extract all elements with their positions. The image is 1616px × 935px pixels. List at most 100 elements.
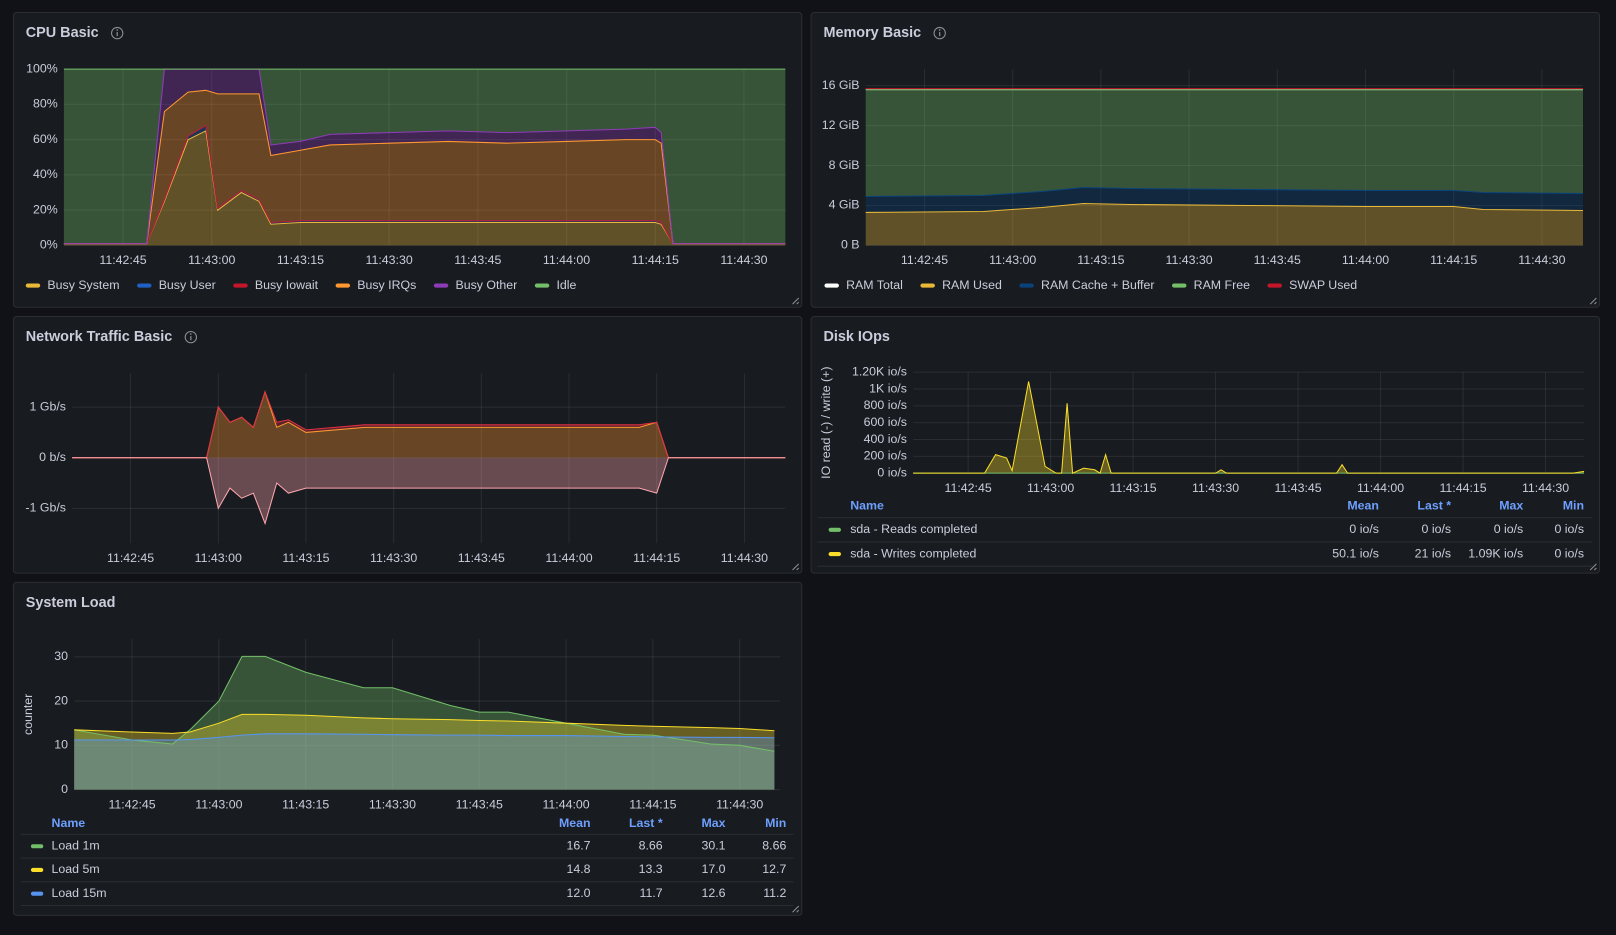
series-line xyxy=(72,390,786,459)
x-tick-label: 11:43:15 xyxy=(282,797,329,811)
legend-stat: 11.7 xyxy=(640,886,663,900)
legend-swatch xyxy=(1019,283,1034,288)
x-tick-label: 11:44:30 xyxy=(716,797,763,811)
legend-swatch xyxy=(534,283,550,288)
x-tick-label: 11:43:00 xyxy=(195,797,242,811)
legend-swatch xyxy=(137,283,152,288)
legend-stat: 8.66 xyxy=(639,839,663,853)
resize-handle xyxy=(792,297,800,305)
series-lines xyxy=(913,381,1585,474)
legend-label: Load 1m xyxy=(52,839,100,853)
y-tick-label: 0 B xyxy=(841,238,860,252)
info-icon xyxy=(111,26,124,40)
x-tick-label: 11:43:45 xyxy=(458,551,505,565)
area-fill xyxy=(72,457,786,524)
x-tick-label: 11:42:45 xyxy=(945,481,992,495)
panel-group: Memory Basic 0 B 4 GiB 8 GiB 12 GiB 16 GiB 11:… xyxy=(810,11,1601,308)
table-header: Max xyxy=(702,816,726,830)
legend-stat: 12.0 xyxy=(566,886,590,900)
panel-title: Memory Basic xyxy=(823,25,921,41)
series-line xyxy=(72,457,786,526)
area-fill xyxy=(865,89,1584,197)
legend-label: RAM Total xyxy=(846,278,903,292)
y-tick-label: 100% xyxy=(26,61,58,75)
x-tick-label: 11:44:15 xyxy=(1439,481,1486,495)
info-icon xyxy=(933,26,946,40)
x-tick-label: 11:43:30 xyxy=(369,797,416,811)
area-fill xyxy=(72,391,786,458)
panel xyxy=(12,316,803,574)
legend-stat: 0 io/s xyxy=(1494,522,1524,536)
legend-stat: 12.6 xyxy=(701,886,725,900)
legend-label: Busy System xyxy=(47,278,119,292)
x-tick-label: 11:44:15 xyxy=(629,797,676,811)
area-fill xyxy=(63,90,786,244)
table-header: Name xyxy=(52,816,86,830)
y-tick-label: 12 GiB xyxy=(822,118,860,132)
x-tick-label: 11:43:15 xyxy=(277,253,324,267)
x-tick-label: 11:44:00 xyxy=(543,253,590,267)
legend-stat: 17.0 xyxy=(701,862,725,876)
y-tick-label: 30 xyxy=(54,649,68,663)
legend-label: Load 15m xyxy=(52,886,107,900)
info-icon xyxy=(184,330,198,344)
resize-handle xyxy=(792,905,800,913)
legend-stat: 50.1 io/s xyxy=(1332,546,1379,560)
x-tick-label: 11:43:45 xyxy=(1274,481,1321,495)
resize-handle xyxy=(792,563,800,571)
panel xyxy=(810,11,1601,308)
series-line xyxy=(74,713,775,734)
legend-swatch xyxy=(233,283,248,288)
area-fill xyxy=(74,733,775,790)
legend-stat: 30.1 xyxy=(701,839,725,853)
y-tick-label: 40% xyxy=(33,167,58,181)
legend-swatch xyxy=(824,283,839,288)
x-tick-label: 11:43:00 xyxy=(989,253,1036,267)
y-axis-label: IO read (-) / write (+) xyxy=(819,367,833,479)
panel-group: Network Traffic Basic -1 Gb/s 0 b/s 1 Gb/s 1… xyxy=(12,316,803,574)
table-header: Last * xyxy=(629,816,663,830)
area-fill xyxy=(63,130,786,246)
x-tick-label: 11:44:00 xyxy=(545,551,592,565)
legend-swatch xyxy=(920,283,935,288)
legend-label: Load 5m xyxy=(52,862,100,876)
y-tick-label: 0% xyxy=(40,238,58,252)
legend-stat: 0 io/s xyxy=(1555,546,1585,560)
x-tick-label: 11:43:45 xyxy=(1254,253,1301,267)
panel-group: System Load 0 10 20 30 11:42:45 11:43:00 11:43:… xyxy=(12,581,803,916)
legend-label: RAM Free xyxy=(1194,278,1250,292)
series-line xyxy=(865,202,1584,213)
x-tick-label: 11:43:15 xyxy=(1109,481,1156,495)
x-tick-label: 11:43:30 xyxy=(366,253,413,267)
panel xyxy=(12,11,803,308)
series-line xyxy=(63,89,786,245)
y-tick-label: 60% xyxy=(33,132,58,146)
series-line xyxy=(63,130,786,245)
y-tick-label: 1K io/s xyxy=(869,381,907,395)
legend-stat: 13.3 xyxy=(639,862,663,876)
x-tick-label: 11:44:00 xyxy=(1357,481,1404,495)
series-line xyxy=(63,124,786,245)
series-line xyxy=(74,655,775,752)
legend-stat: 8.66 xyxy=(762,839,786,853)
series-line xyxy=(913,381,1585,474)
area-fills xyxy=(74,656,775,790)
legend-swatch xyxy=(1267,283,1282,288)
y-tick-label: 0 b/s xyxy=(39,450,66,464)
table-header: Min xyxy=(1563,498,1584,512)
x-tick-label: 11:44:30 xyxy=(1522,481,1569,495)
area-fills xyxy=(865,88,1584,246)
area-fill xyxy=(63,69,786,244)
table-header: Mean xyxy=(1347,498,1379,512)
y-tick-label: 800 io/s xyxy=(864,398,907,412)
panel xyxy=(810,316,1601,574)
resize-handle xyxy=(1589,563,1597,571)
legend-stat: 21 io/s xyxy=(1415,546,1451,560)
series-lines xyxy=(63,68,786,245)
legend-stat: 1.09K io/s xyxy=(1468,546,1523,560)
legend-stat: 14.8 xyxy=(566,862,590,876)
legend-swatch xyxy=(335,283,351,288)
x-tick-label: 11:42:45 xyxy=(901,253,948,267)
